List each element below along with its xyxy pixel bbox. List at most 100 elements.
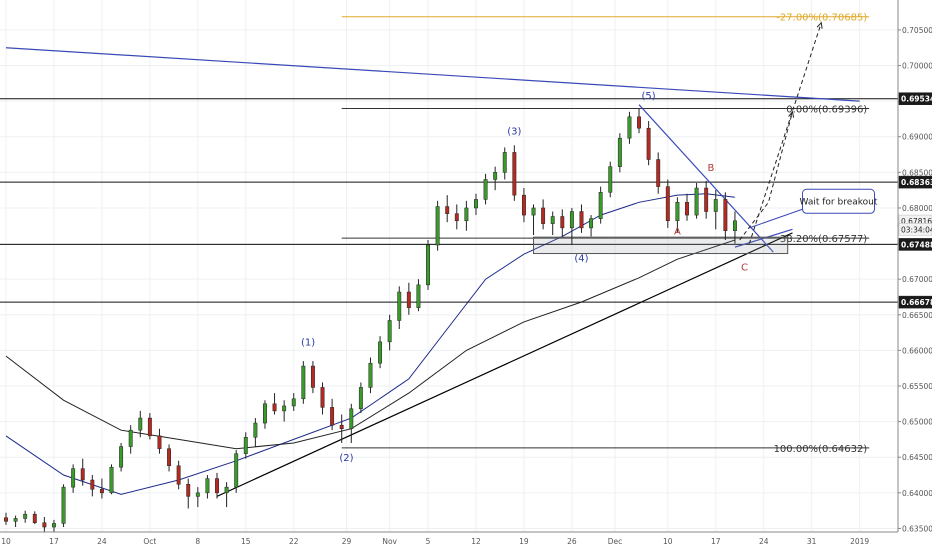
price-tick-label: 0.64000 [902, 489, 932, 498]
price-tick-label: 0.66500 [902, 311, 932, 320]
candlestick [426, 240, 430, 290]
price-badge-label: 0.69534 [901, 95, 932, 104]
candle-body [99, 489, 104, 494]
candlestick [723, 192, 728, 241]
wave-label: B [708, 163, 715, 174]
candle-body [406, 291, 411, 308]
callout-box [801, 188, 875, 214]
support-zone-box [533, 236, 789, 255]
candlestick [99, 478, 104, 499]
candlestick [23, 510, 28, 523]
candle-body [301, 365, 306, 400]
price-tick-label: 0.68000 [902, 204, 932, 213]
candle-body [483, 179, 488, 200]
wave-label: (3) [507, 127, 521, 138]
candle-body [4, 517, 8, 522]
candlestick [71, 464, 76, 493]
time-tick-label: Nov [382, 537, 397, 546]
wave-label: C [741, 263, 748, 274]
fibonacci-levels: -27.00%(0.70685) 0.00%(0.69396) 38.20%(0.6… [341, 13, 870, 455]
candlestick [138, 410, 143, 438]
candlestick [512, 145, 517, 201]
candle-body [339, 424, 344, 429]
price-badge-label: 03:34:04 [901, 225, 932, 234]
candle-body [675, 202, 680, 222]
price-badge-label: 0.67488 [901, 240, 932, 249]
candlestick [263, 400, 267, 429]
candlestick [339, 414, 344, 443]
time-tick-label: 17 [49, 537, 59, 546]
candle-body [253, 422, 258, 438]
candle-body [80, 468, 85, 481]
candle-body [224, 486, 229, 494]
candlestick [416, 279, 421, 312]
candlestick [483, 173, 488, 205]
candle-body [512, 152, 517, 196]
candle-body [589, 218, 594, 229]
candlestick [90, 475, 95, 497]
candlestick [330, 398, 335, 431]
candle-body [454, 213, 459, 222]
wave-label: A [674, 226, 681, 237]
candle-body [608, 166, 613, 193]
candlestick [215, 472, 219, 499]
candlestick [502, 147, 507, 180]
candle-body [310, 365, 315, 388]
candle-body [42, 522, 47, 528]
price-badge-label: 0.68363 [901, 178, 932, 187]
candle-body [646, 127, 651, 160]
candlestick [147, 413, 152, 440]
candle-body [531, 207, 536, 216]
fib-level-label: 38.20%(0.67577) [780, 234, 867, 245]
candle-body [521, 194, 526, 216]
candlestick [176, 460, 181, 490]
candle-body [109, 466, 114, 494]
candle-body [61, 486, 66, 524]
candlestick [387, 314, 392, 351]
price-axis-background [898, 0, 932, 550]
trendline [216, 232, 793, 497]
candle-body [685, 202, 689, 216]
trendline [734, 228, 793, 248]
time-tick-label: 17 [711, 537, 721, 546]
candlestick [119, 442, 124, 472]
candlestick [243, 432, 248, 459]
time-tick-label: 10 [663, 537, 673, 546]
candlestick [445, 195, 450, 223]
candlestick [13, 515, 18, 528]
candlestick [358, 382, 363, 414]
candle-body [617, 137, 622, 167]
price-badge [898, 223, 932, 236]
candle-body [358, 387, 363, 410]
candlestick [301, 361, 306, 404]
wave-labels: (1) (2) (3) (4) (5) A B C [301, 91, 748, 464]
candlestick [435, 200, 440, 251]
horizontal-levels [0, 98, 898, 303]
price-tick-label: 0.66000 [902, 346, 932, 355]
candlestick [521, 188, 526, 223]
fib-level-label: 100.00%(0.64632) [774, 444, 868, 455]
time-tick-label: 19 [519, 537, 529, 546]
candle-body [723, 199, 728, 231]
price-tick-label: 0.67000 [902, 275, 932, 284]
candlestick [378, 336, 383, 369]
candle-body [397, 291, 402, 321]
candle-body [416, 284, 421, 308]
candle-body [167, 448, 172, 467]
candlestick [349, 403, 354, 443]
candle-body [52, 523, 56, 528]
candle-body [445, 206, 450, 214]
candlestick [61, 484, 66, 528]
support-box-layer [533, 236, 789, 255]
candlestick [569, 207, 574, 245]
callout-pointer [749, 208, 803, 229]
trendline [5, 47, 860, 102]
fib-level-label: -27.00%(0.70685) [776, 13, 867, 24]
candle-body [378, 341, 383, 364]
candle-body [128, 429, 133, 447]
candle-body [474, 199, 478, 209]
candle-body [579, 211, 584, 229]
candlestick [550, 211, 555, 236]
